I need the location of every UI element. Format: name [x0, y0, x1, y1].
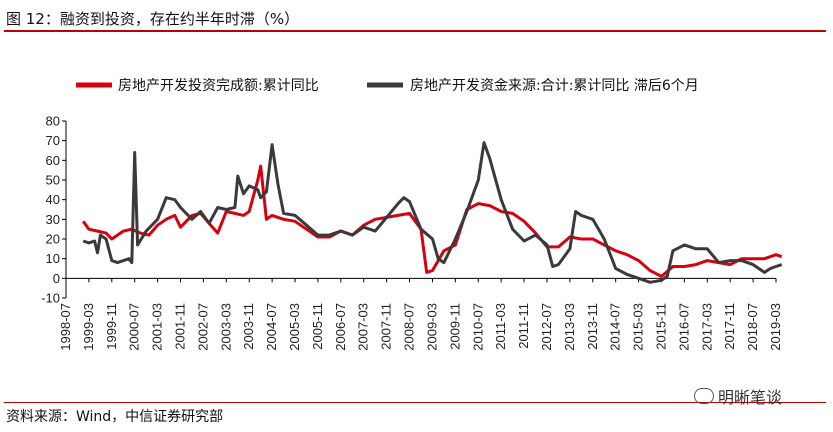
x-tick-label: 2002-07: [195, 303, 210, 351]
x-tick-label: 2007-03: [356, 303, 371, 351]
y-tick-label: 10: [46, 251, 60, 266]
y-tick-label: 60: [46, 153, 60, 168]
x-tick-label: 2003-11: [241, 303, 256, 350]
legend-label-1: 房地产开发投资完成额:累计同比: [118, 78, 319, 94]
watermark: 明晰笔谈: [694, 384, 782, 408]
x-tick-label: 2016-07: [676, 303, 691, 351]
y-tick-label: 20: [46, 232, 60, 247]
watermark-text: 明晰笔谈: [718, 388, 783, 407]
x-tick-label: 1999-11: [104, 303, 119, 350]
x-tick-label: 2013-03: [562, 303, 577, 351]
x-tick-label: 2000-07: [127, 303, 142, 351]
x-tick-label: 2015-03: [631, 303, 646, 351]
x-tick-label: 2006-07: [333, 303, 348, 351]
series-line-2: [82, 141, 783, 284]
x-tick-label: 2015-11: [653, 303, 668, 350]
chart-legend: 房地产开发投资完成额:累计同比 房地产开发资金来源:合计:累计同比 滞后6个月: [76, 78, 699, 94]
footer-rule: [4, 402, 826, 403]
chart-axes: -10 0 10 20 30 40 50 60 70 80 1998-07 1999-03 1999-1…: [41, 114, 783, 351]
x-tick-label: 2005-03: [287, 303, 302, 351]
x-tick-label: 2007-11: [379, 303, 394, 350]
x-tick-label: 2013-11: [585, 303, 600, 350]
y-tick-label: 40: [46, 192, 60, 207]
series-line-1: [81, 164, 783, 278]
x-tick-label: 2017-11: [722, 303, 737, 350]
y-tick-label: 80: [46, 114, 60, 129]
x-tick-label: 2011-11: [516, 303, 531, 349]
x-tick-label: 2009-11: [447, 303, 462, 350]
x-tick-label: 2009-03: [424, 303, 439, 351]
x-tick-label: 2018-07: [745, 303, 760, 351]
legend-label-2: 房地产开发资金来源:合计:累计同比 滞后6个月: [410, 78, 699, 94]
x-tick-label: 2019-03: [768, 303, 783, 351]
y-tick-label: 50: [46, 173, 60, 188]
x-tick-label: 2003-03: [218, 303, 233, 351]
y-tick-label: 70: [46, 133, 60, 148]
x-tick-label: 1999-03: [81, 303, 96, 351]
x-tick-label: 2017-03: [699, 303, 714, 351]
x-tick-label: 2011-03: [493, 303, 508, 350]
page-title: 图 12：融资到投资，存在约半年时滞（%）: [6, 10, 300, 28]
y-tick-label: 30: [46, 212, 60, 227]
x-tick-label: 2010-07: [470, 303, 485, 351]
y-tick-label: 0: [53, 271, 60, 286]
title-rule: [4, 30, 826, 32]
chart-series: [81, 141, 783, 284]
x-tick-label: 2001-11: [173, 303, 188, 350]
x-tick-label: 2014-07: [608, 303, 623, 351]
x-tick-label: 2001-03: [150, 303, 165, 351]
x-tick-label: 2012-07: [539, 303, 554, 351]
source-note: 资料来源：Wind，中信证券研究部: [6, 409, 224, 425]
y-tick-label: -10: [41, 291, 60, 306]
x-tick-label: 2005-11: [310, 303, 325, 350]
wechat-icon: [694, 388, 714, 404]
x-tick-label: 2008-07: [402, 303, 417, 351]
x-tick-label: 2004-07: [264, 303, 279, 351]
x-tick-label: 1998-07: [58, 303, 73, 351]
line-chart: 房地产开发投资完成额:累计同比 房地产开发资金来源:合计:累计同比 滞后6个月 -…: [41, 78, 783, 351]
